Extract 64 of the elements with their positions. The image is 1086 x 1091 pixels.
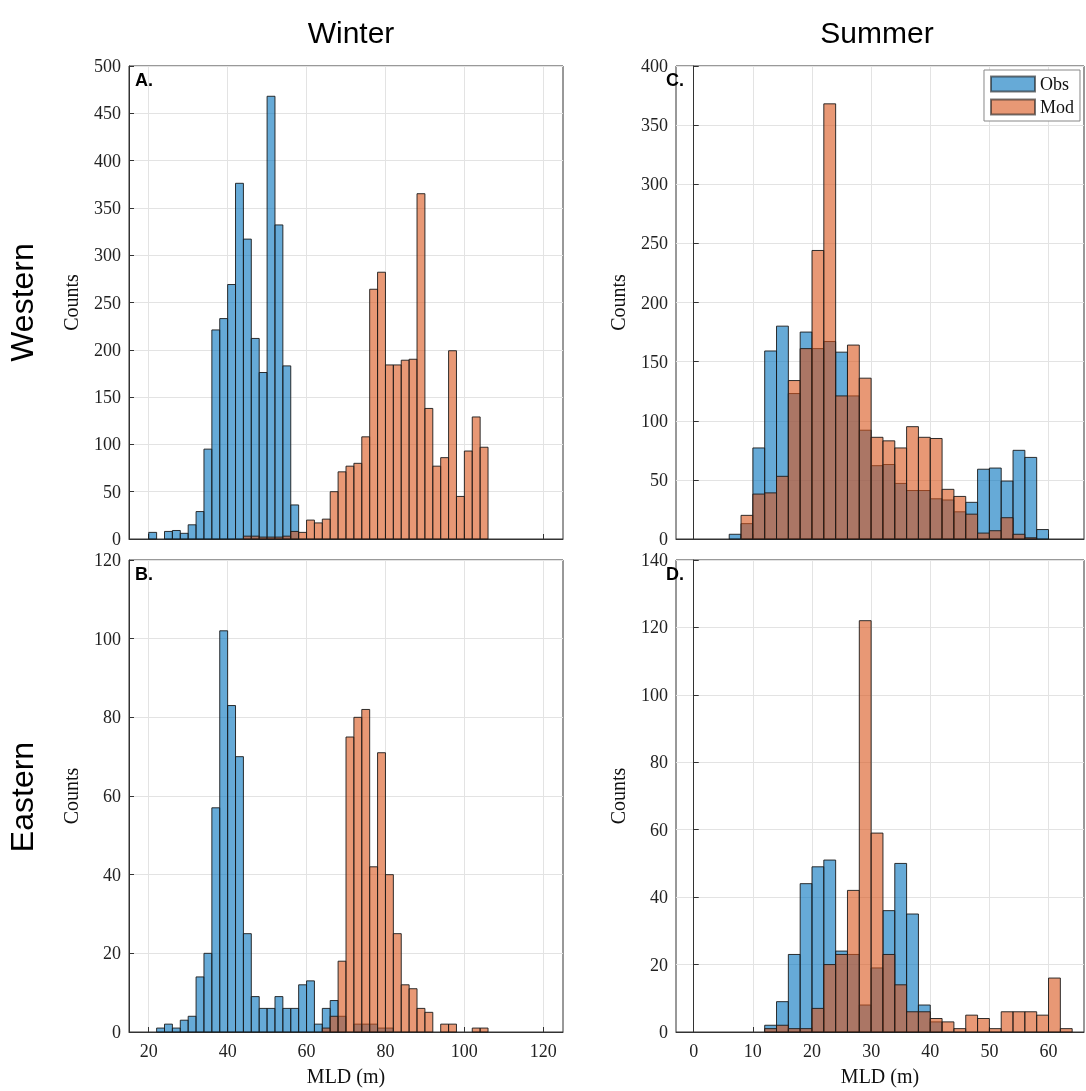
y-tick-label: 120: [94, 550, 121, 570]
chart-title: Winter: [307, 15, 395, 49]
y-tick-label: 400: [94, 150, 121, 171]
y-tick-label: 80: [650, 752, 668, 773]
y-tick-label: 60: [103, 786, 121, 806]
y-tick-label: 0: [659, 1022, 668, 1042]
text: Western: [4, 243, 40, 362]
y-axis-title: Counts: [60, 273, 82, 331]
x-tick-label: 20: [803, 1041, 821, 1061]
x-tick-label: 60: [297, 1041, 316, 1061]
x-tick-label: 10: [743, 1041, 762, 1061]
y-tick-label: 60: [650, 819, 668, 840]
x-tick-label: 0: [689, 1041, 699, 1061]
x-axis-title: MLD (m): [306, 1065, 386, 1088]
x-axis-title: MLD (m): [840, 1065, 920, 1088]
y-tick-label: 400: [641, 56, 668, 76]
y-tick-label: 0: [112, 1022, 121, 1042]
text: Eastern: [4, 741, 40, 853]
x-tick-label: 40: [921, 1041, 940, 1061]
x-tick-label: 40: [218, 1041, 237, 1061]
y-tick-label: 50: [103, 481, 121, 502]
y-tick-label: 50: [650, 469, 668, 490]
annotation: A.: [135, 70, 153, 90]
y-axis-title: Counts: [607, 767, 629, 825]
chart-title: Summer: [820, 15, 934, 49]
annotation: B.: [135, 564, 153, 584]
y-tick-label: 20: [103, 943, 121, 964]
y-tick-label: 500: [94, 56, 121, 76]
y-tick-label: 150: [94, 387, 121, 408]
x-tick-label: 100: [450, 1041, 478, 1061]
y-tick-label: 250: [94, 292, 121, 313]
y-tick-label: 80: [103, 707, 121, 728]
y-tick-label: 150: [641, 351, 668, 372]
y-tick-label: 0: [659, 529, 668, 549]
y-tick-label: 120: [641, 617, 668, 638]
y-tick-label: 350: [641, 115, 668, 136]
y-tick-label: 20: [650, 954, 668, 975]
y-axis-title: Counts: [607, 273, 629, 331]
y-tick-label: 300: [94, 245, 121, 266]
y-tick-label: 450: [94, 103, 121, 124]
x-tick-label: 60: [1039, 1041, 1058, 1061]
y-tick-label: 300: [641, 174, 668, 195]
legend-label: Mod: [1040, 97, 1075, 117]
x-tick-label: 120: [529, 1041, 557, 1061]
x-tick-label: 80: [376, 1041, 395, 1061]
y-tick-label: 100: [94, 434, 121, 455]
annotation: C.: [666, 70, 684, 90]
annotation: D.: [666, 564, 684, 584]
legend-label: Obs: [1040, 74, 1070, 94]
y-axis-title: Counts: [60, 767, 82, 825]
y-tick-label: 100: [94, 628, 121, 649]
y-tick-label: 200: [641, 292, 668, 313]
y-tick-label: 40: [103, 864, 121, 885]
y-tick-label: 100: [641, 684, 668, 705]
y-tick-label: 0: [112, 529, 121, 549]
y-tick-label: 140: [641, 550, 668, 570]
y-tick-label: 350: [94, 197, 121, 218]
x-tick-label: 30: [862, 1041, 881, 1061]
y-tick-label: 200: [94, 339, 121, 360]
y-tick-label: 100: [641, 410, 668, 431]
y-tick-label: 250: [641, 233, 668, 254]
x-tick-label: 50: [980, 1041, 999, 1061]
x-tick-label: 20: [139, 1041, 158, 1061]
y-tick-label: 40: [650, 887, 668, 908]
